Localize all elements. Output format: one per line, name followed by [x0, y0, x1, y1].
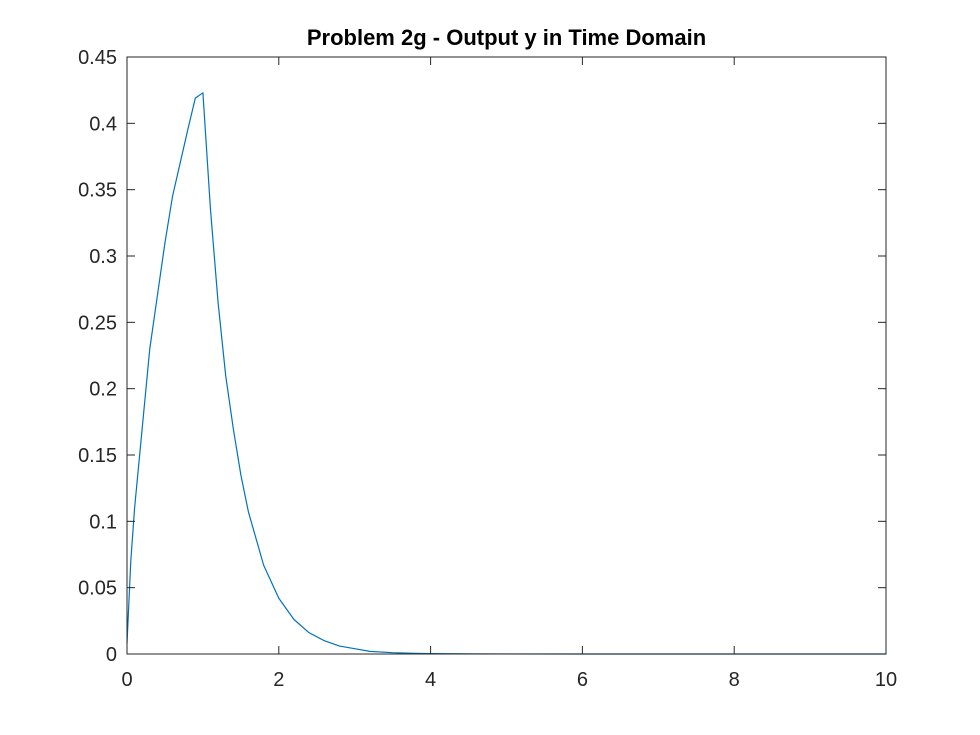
x-tick-label: 0 [121, 669, 132, 691]
y-tick-label: 0 [106, 644, 117, 666]
x-tick-label: 6 [577, 669, 588, 691]
chart-title: Problem 2g - Output y in Time Domain [307, 25, 706, 50]
plot-area [127, 57, 886, 654]
y-tick-label: 0.3 [89, 246, 117, 268]
y-tick-label: 0.05 [78, 578, 117, 600]
y-tick-label: 0.35 [78, 180, 117, 202]
y-tick-label: 0.45 [78, 47, 117, 69]
y-tick-label: 0.15 [78, 445, 117, 467]
x-tick-label: 4 [425, 669, 436, 691]
y-tick-label: 0.1 [89, 511, 117, 533]
x-tick-label: 10 [875, 669, 897, 691]
y-tick-label: 0.25 [78, 312, 117, 334]
ticks-layer: 0 2 4 6 8 10 0 0.05 0.1 0.15 0.2 0.25 0.3 0.35 0.4 0.45 [78, 47, 897, 691]
x-tick-label: 8 [729, 669, 740, 691]
y-tick-label: 0.2 [89, 379, 117, 401]
y-tick-label: 0.4 [89, 113, 117, 135]
axes-box [126, 56, 887, 655]
x-tick-label: 2 [273, 669, 284, 691]
